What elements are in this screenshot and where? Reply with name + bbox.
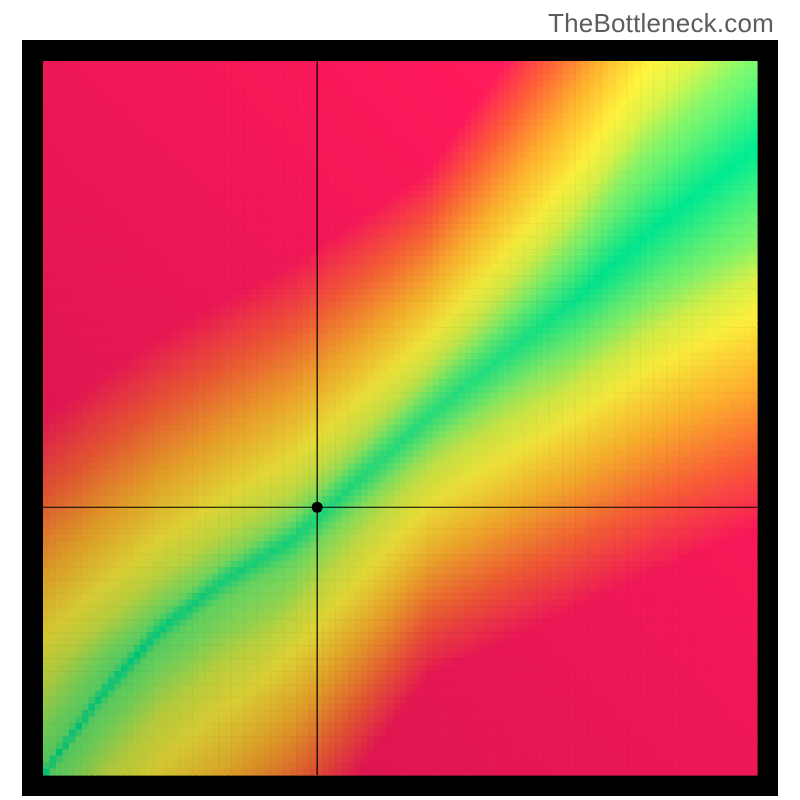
chart-container: TheBottleneck.com [0, 0, 800, 800]
watermark-text: TheBottleneck.com [548, 8, 774, 39]
bottleneck-heatmap [0, 0, 800, 800]
